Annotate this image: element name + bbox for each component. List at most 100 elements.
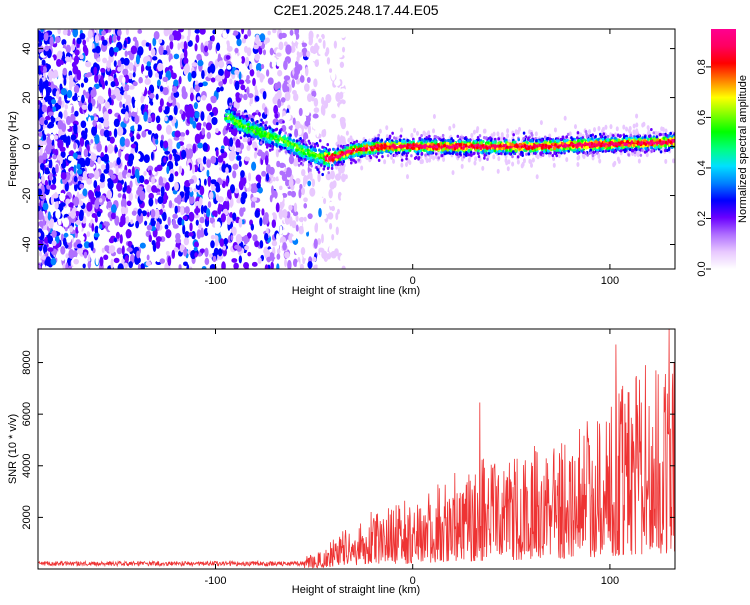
spectrogram-cell xyxy=(254,240,260,248)
spectrogram-cell xyxy=(241,29,245,35)
spectrogram-cell xyxy=(160,186,165,195)
spectrogram-cell xyxy=(287,190,293,196)
spectrogram-cell xyxy=(270,57,277,64)
spectrogram-cell xyxy=(140,263,145,269)
spectrogram-cell xyxy=(38,155,44,164)
spectrogram-cell xyxy=(604,124,608,130)
spectrogram-cell xyxy=(325,93,332,104)
spectrogram-cell xyxy=(172,261,177,269)
spectrogram-cell xyxy=(65,115,72,126)
spectrogram-cell xyxy=(57,50,63,59)
spectrogram-cell xyxy=(226,65,232,70)
spectrogram-cell xyxy=(311,90,317,98)
spectrogram-cell xyxy=(340,193,347,202)
spectrogram-cell xyxy=(206,169,210,178)
spectrogram-cell xyxy=(527,136,530,140)
spectrogram-cell xyxy=(136,133,141,140)
spectrogram-cell xyxy=(210,96,217,104)
spectrogram-cell xyxy=(134,194,138,199)
spectrogram-cell xyxy=(664,158,668,164)
spectrogram-cell xyxy=(155,115,161,124)
spectrogram-cell xyxy=(47,211,51,221)
spectrogram-cell xyxy=(295,177,301,184)
spectrogram-cell xyxy=(104,145,108,153)
spectrogram-cell xyxy=(193,246,198,252)
spectrogram-cell xyxy=(71,105,75,113)
spectrogram-cell xyxy=(140,95,145,104)
spectrogram-cell xyxy=(131,96,135,106)
spectrogram-cell xyxy=(196,53,202,61)
spectrogram-cell xyxy=(321,250,328,260)
spectrogram-cell xyxy=(106,60,111,69)
spectrogram-cell xyxy=(39,163,45,171)
spectrogram-cell xyxy=(101,213,107,219)
spectrogram-cell xyxy=(46,184,52,190)
spectrogram-cell xyxy=(80,82,84,88)
spectrogram-cell xyxy=(251,196,258,202)
spectrogram-cell xyxy=(174,154,181,162)
spectrogram-cell xyxy=(41,215,45,220)
spectrogram-cell xyxy=(555,154,559,158)
spectrogram-cell xyxy=(244,245,250,251)
spectrogram-cell xyxy=(204,257,210,266)
spectrogram-cell xyxy=(49,133,55,141)
spectrogram-cell xyxy=(322,39,326,49)
spectrogram-cell xyxy=(207,66,212,74)
spectrogram-cell xyxy=(462,155,466,159)
spectrogram-cell xyxy=(168,115,173,121)
spectrogram-cell xyxy=(174,171,179,177)
spectrogram-cell xyxy=(150,151,154,161)
spectrogram-cell xyxy=(194,29,201,34)
spectrogram-cell xyxy=(312,170,319,181)
spectrogram-cell xyxy=(44,119,49,125)
spectrogram-cell xyxy=(186,35,190,42)
spectrogram-cell xyxy=(108,75,114,82)
spectrogram-cell xyxy=(330,163,334,168)
spectrogram-cell xyxy=(328,129,334,140)
spectrogram-cell xyxy=(440,153,444,158)
spectrogram-cell xyxy=(243,134,246,138)
spectrogram-cell xyxy=(210,77,216,83)
spectrogram-cell xyxy=(317,172,321,183)
spectrogram-cell xyxy=(213,247,219,256)
spectrogram-cell xyxy=(38,144,41,150)
spectrogram-cell xyxy=(287,259,292,269)
spectrogram-cell xyxy=(62,29,68,36)
spectrogram-cell xyxy=(290,190,297,198)
spectrogram-cell xyxy=(226,45,233,52)
spectrogram-cell xyxy=(299,183,303,190)
spectrogram-cell xyxy=(405,157,408,161)
spectrogram-cell xyxy=(262,127,265,131)
spectrogram-cell xyxy=(125,29,129,36)
spectrogram-cell xyxy=(200,227,204,237)
spectrogram-cell xyxy=(311,142,315,146)
spectrogram-cell xyxy=(335,92,342,103)
spectrogram-cell xyxy=(289,133,292,137)
spectrogram-cell xyxy=(278,32,283,40)
spectrogram-cell xyxy=(275,52,282,57)
spectrogram-cell xyxy=(274,113,279,119)
spectrogram-cell xyxy=(153,30,160,40)
spectrogram-cell xyxy=(129,180,133,189)
spectrogram-cell xyxy=(116,247,123,255)
spectrogram-cell xyxy=(229,78,233,85)
spectrogram-cell xyxy=(410,132,414,138)
spectrogram-cell xyxy=(267,77,274,85)
spectrogram-cell xyxy=(73,55,80,65)
spectrogram-cell xyxy=(215,194,220,202)
spectrogram-cell xyxy=(279,214,283,220)
spectrogram-cell xyxy=(238,57,242,64)
spectrogram-cell xyxy=(163,194,169,201)
spectrogram-cell xyxy=(64,104,69,110)
spectrogram-cell xyxy=(263,246,268,252)
spectrogram-cell xyxy=(383,159,387,165)
spectrogram-cell xyxy=(544,140,548,145)
spectrogram-cell xyxy=(204,247,209,258)
spectrogram-cell xyxy=(250,223,254,231)
spectrogram-cell xyxy=(192,120,197,129)
spectrogram-cell xyxy=(53,77,59,86)
spectrogram-cell xyxy=(317,191,324,198)
spectrogram-cell xyxy=(543,135,547,139)
spectrogram-cell xyxy=(321,96,325,105)
spectrogram-cell xyxy=(262,90,267,100)
